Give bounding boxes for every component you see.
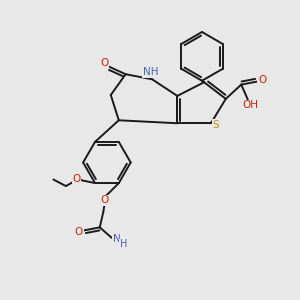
Text: O: O	[100, 58, 108, 68]
Text: H: H	[120, 239, 127, 249]
Text: O: O	[75, 227, 83, 237]
Text: N: N	[113, 234, 121, 244]
Text: OH: OH	[243, 100, 259, 110]
Text: O: O	[73, 174, 81, 184]
Text: NH: NH	[143, 67, 158, 77]
Text: O: O	[100, 195, 109, 205]
Text: O: O	[258, 75, 266, 85]
Text: S: S	[213, 120, 219, 130]
